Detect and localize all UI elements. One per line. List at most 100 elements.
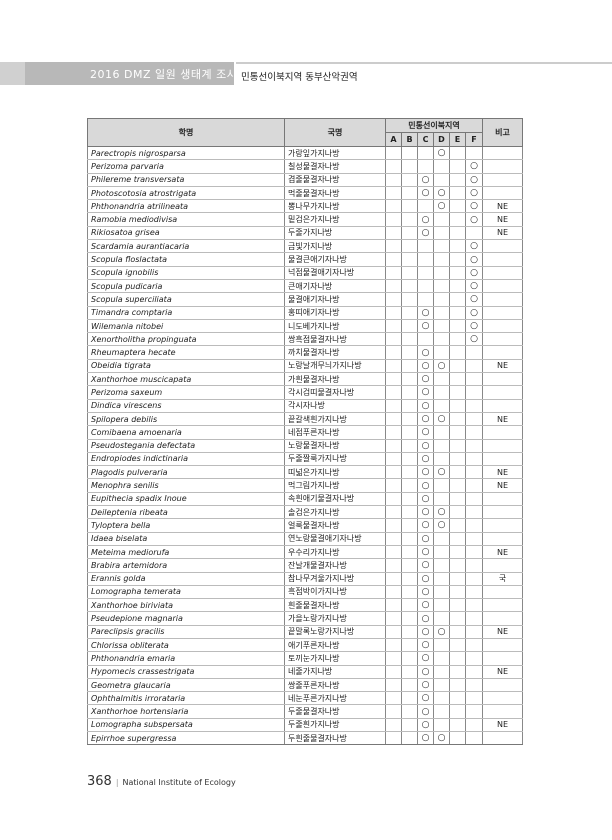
scientific-name: Scopula floslactata xyxy=(87,252,285,267)
site-mark-c: ○ xyxy=(417,638,434,653)
note xyxy=(482,372,523,387)
table-row: Phthonandria atrilineata 뽕나무가지나방 ○ ○ NE xyxy=(87,199,523,214)
site-mark-e xyxy=(449,572,466,586)
korean-name: 참나무겨울가지나방 xyxy=(284,572,386,586)
site-mark-e xyxy=(449,638,466,653)
korean-name: 애기푸른자나방 xyxy=(284,638,386,653)
site-mark-c: ○ xyxy=(417,452,434,467)
table-row: Spilopera debilis 끝갈색흰가지나방 ○ ○ NE xyxy=(87,412,523,427)
site-mark-b xyxy=(401,691,418,706)
site-mark-c: ○ xyxy=(417,212,434,227)
scientific-name: Hypomecis crassestrigata xyxy=(87,665,285,679)
site-mark-f xyxy=(465,452,483,467)
table-row: Scopula pudicaria 큰애기자나방 ○ xyxy=(87,279,523,294)
note: NE xyxy=(482,199,523,214)
site-mark-f xyxy=(465,704,483,719)
note xyxy=(482,425,523,440)
site-mark-d xyxy=(433,212,450,227)
site-mark-a xyxy=(385,585,402,600)
header-band xyxy=(0,62,234,85)
table-row: Idaea biselata 연노랑물결애기자나방 ○ xyxy=(87,532,523,546)
site-mark-e xyxy=(449,545,466,560)
site-mark-c: ○ xyxy=(417,306,434,320)
site-mark-c xyxy=(417,159,434,174)
site-mark-d xyxy=(433,638,450,653)
site-mark-b xyxy=(401,585,418,600)
korean-name: 연노랑물결애기자나방 xyxy=(284,532,386,546)
site-mark-d xyxy=(433,545,450,560)
site-mark-a xyxy=(385,372,402,387)
site-mark-a xyxy=(385,399,402,413)
scientific-name: Philereme transversata xyxy=(87,173,285,187)
site-mark-d: ○ xyxy=(433,186,450,201)
header-note: 비고 xyxy=(482,118,523,147)
site-mark-d xyxy=(433,292,450,307)
table-row: Scardamia aurantiacaria 금빛가지나방 ○ xyxy=(87,239,523,254)
table-row: Meteima mediorufa 우수리가지나방 ○ NE xyxy=(87,545,523,560)
site-mark-f xyxy=(465,399,483,413)
site-mark-c: ○ xyxy=(417,359,434,374)
note: NE xyxy=(482,545,523,560)
table-row: Phthonandria emaria 토끼눈가지나방 ○ xyxy=(87,651,523,666)
header-site-f: F xyxy=(465,132,483,147)
site-mark-b xyxy=(401,279,418,294)
site-mark-f: ○ xyxy=(465,199,483,214)
note: NE xyxy=(482,465,523,480)
site-mark-c: ○ xyxy=(417,399,434,413)
site-mark-a xyxy=(385,704,402,719)
site-mark-e xyxy=(449,598,466,613)
site-mark-d: ○ xyxy=(433,625,450,639)
site-mark-f xyxy=(465,492,483,507)
site-mark-b xyxy=(401,505,418,520)
scientific-name: Scopula superciliata xyxy=(87,292,285,307)
table-row: Perizoma parvaria 칠성물결자나방 ○ xyxy=(87,159,523,174)
site-mark-f: ○ xyxy=(465,306,483,320)
table-row: Scopula floslactata 물결큰애기자나방 ○ xyxy=(87,252,523,267)
site-mark-e xyxy=(449,691,466,706)
scientific-name: Eupithecia spadix Inoue xyxy=(87,492,285,507)
korean-name: 밑검은가지나방 xyxy=(284,212,386,227)
site-mark-e xyxy=(449,731,466,746)
site-mark-c: ○ xyxy=(417,572,434,586)
scientific-name: Tyloptera bella xyxy=(87,518,285,533)
site-mark-b xyxy=(401,558,418,573)
site-mark-a xyxy=(385,212,402,227)
scientific-name: Scardamia aurantiacaria xyxy=(87,239,285,254)
korean-name: 흑점박이가지나방 xyxy=(284,585,386,600)
site-mark-a xyxy=(385,691,402,706)
site-mark-e xyxy=(449,199,466,214)
site-mark-b xyxy=(401,385,418,400)
site-mark-e xyxy=(449,252,466,267)
scientific-name: Timandra comptaria xyxy=(87,306,285,320)
site-mark-a xyxy=(385,199,402,214)
site-mark-e xyxy=(449,665,466,679)
site-mark-f xyxy=(465,651,483,666)
site-mark-a xyxy=(385,478,402,493)
site-mark-e xyxy=(449,159,466,174)
site-mark-c: ○ xyxy=(417,691,434,706)
site-mark-a xyxy=(385,638,402,653)
site-mark-c: ○ xyxy=(417,718,434,733)
note xyxy=(482,704,523,719)
note: NE xyxy=(482,212,523,227)
korean-name: 띠넓은가지나방 xyxy=(284,465,386,480)
site-mark-e xyxy=(449,332,466,347)
site-mark-c: ○ xyxy=(417,558,434,573)
site-mark-f xyxy=(465,226,483,241)
site-mark-b xyxy=(401,239,418,254)
site-mark-a xyxy=(385,266,402,280)
site-mark-c xyxy=(417,199,434,214)
site-mark-f: ○ xyxy=(465,292,483,307)
site-mark-e xyxy=(449,585,466,600)
site-mark-a xyxy=(385,359,402,374)
scientific-name: Rikiosatoa grisea xyxy=(87,226,285,241)
site-mark-a xyxy=(385,452,402,467)
site-mark-b xyxy=(401,292,418,307)
korean-name: 솔검은가지나방 xyxy=(284,505,386,520)
site-mark-a xyxy=(385,731,402,746)
korean-name: 각시자나방 xyxy=(284,399,386,413)
scientific-name: Parectropis nigrosparsa xyxy=(87,146,285,161)
site-mark-d xyxy=(433,452,450,467)
korean-name: 두줄가지나방 xyxy=(284,226,386,241)
scientific-name: Xanthorhoe hortensiaria xyxy=(87,704,285,719)
